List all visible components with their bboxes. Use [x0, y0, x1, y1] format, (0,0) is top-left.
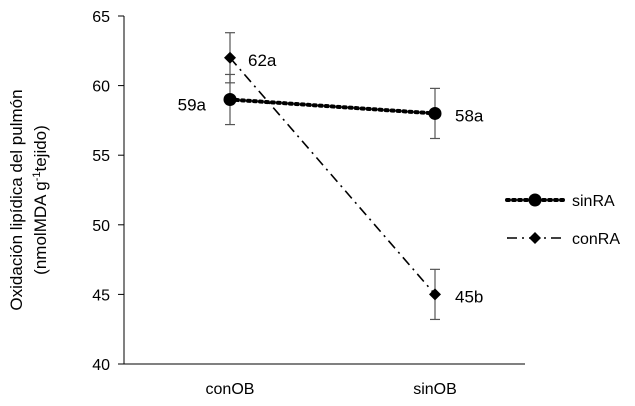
data-label: 58a	[455, 106, 484, 125]
x-tick-label: conOB	[206, 381, 255, 398]
x-tick-label: sinOB	[413, 381, 457, 398]
y-tick-label: 55	[92, 148, 110, 165]
data-label: 62a	[248, 51, 277, 70]
legend-marker-sinRA	[528, 193, 542, 207]
data-point-conRA	[224, 51, 236, 64]
y-axis-title: Oxidación lipídica del pulmón (nmolMDA g…	[7, 89, 50, 310]
data-label: 59a	[178, 96, 207, 115]
data-point-sinRA	[223, 93, 237, 107]
series-line-conRA	[229, 57, 436, 295]
y-tick-label: 60	[92, 79, 110, 96]
y-tick-label: 45	[92, 287, 110, 304]
legend-label-conRA: conRA	[572, 231, 620, 248]
plot-area: 40 45 50 55 60 65 conOB sinOB 59a 58a 62a 45b sinRA c…	[92, 9, 620, 398]
data-point-sinRA	[428, 106, 442, 120]
legend-label-sinRA: sinRA	[572, 193, 615, 210]
data-label: 45b	[455, 287, 483, 306]
y-tick-label: 50	[92, 218, 110, 235]
y-axis-title-line1: Oxidación lipídica del pulmón	[7, 89, 26, 310]
y-axis-title-line2: (nmolMDA g-1tejido)	[31, 125, 50, 275]
data-point-conRA	[429, 288, 441, 301]
y-tick-label: 65	[92, 9, 110, 26]
legend-marker-conRA	[529, 232, 541, 244]
series-line-sinRA	[228, 97, 437, 116]
y-tick-label: 40	[92, 357, 110, 374]
